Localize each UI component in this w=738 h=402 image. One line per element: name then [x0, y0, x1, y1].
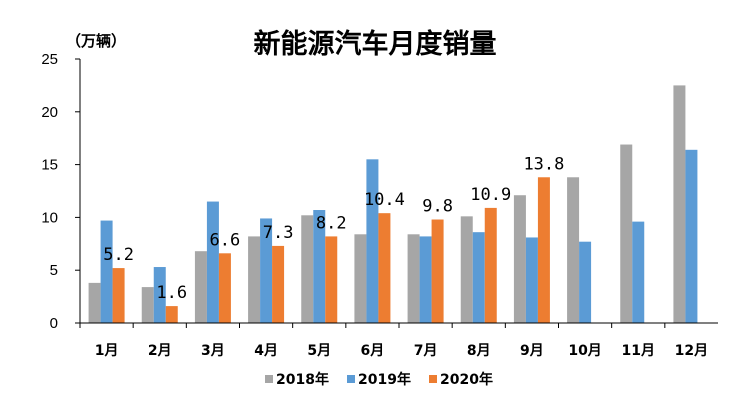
- bar-2018年-10月: [567, 177, 580, 323]
- bar-2019年-6月: [366, 159, 379, 323]
- legend: 2018年 2019年 2020年: [265, 371, 493, 388]
- y-axis-unit-label: （万辆）: [66, 32, 126, 50]
- data-label: 1.6: [156, 283, 187, 303]
- bar-2020年-4月: [272, 245, 285, 323]
- x-tick-label: 11月: [622, 343, 655, 359]
- y-tick-label: 25: [41, 51, 58, 68]
- bar-2018年-8月: [460, 216, 473, 323]
- data-label: 6.6: [210, 230, 241, 250]
- bars: [88, 85, 698, 324]
- x-tick-label: 12月: [675, 343, 708, 359]
- legend-swatch-2018年: [265, 375, 273, 383]
- data-label: 10.4: [364, 190, 405, 210]
- chart-title: 新能源汽车月度销量: [254, 28, 497, 60]
- bar-2018年-11月: [620, 144, 633, 323]
- bar-2020年-6月: [378, 213, 391, 323]
- data-label: 8.2: [316, 213, 347, 233]
- bar-2020年-5月: [325, 236, 338, 323]
- bar-2019年-1月: [100, 220, 113, 323]
- bar-2020年-8月: [484, 207, 497, 323]
- legend-label: 2018年: [276, 371, 329, 388]
- bar-2019年-12月: [685, 149, 698, 323]
- x-tick-label: 1月: [95, 343, 119, 359]
- bar-2020年-3月: [218, 253, 231, 323]
- legend-swatch-2019年: [347, 375, 355, 383]
- bar-2018年-2月: [141, 287, 154, 323]
- bar-2018年-3月: [194, 251, 207, 323]
- x-tick-label: 10月: [568, 343, 601, 359]
- data-label: 5.2: [103, 245, 134, 265]
- data-labels: 5.2 1.6 6.6 7.3 8.2 10.4 9.8 10.9 13.8: [103, 154, 564, 303]
- x-tick-label: 6月: [361, 343, 385, 359]
- bar-2018年-9月: [513, 195, 526, 323]
- bar-2020年-9月: [537, 177, 550, 323]
- x-axis-ticks: 1月 2月 3月 4月 5月 6月 7月 8月 9月 10月 11月 12月: [79, 323, 708, 359]
- x-tick-label: 7月: [414, 343, 438, 359]
- x-tick-label: 8月: [467, 343, 491, 359]
- y-tick-label: 15: [41, 157, 58, 174]
- bar-2019年-8月: [472, 232, 485, 323]
- x-tick-label: 4月: [254, 343, 278, 359]
- bar-2018年-1月: [88, 282, 101, 323]
- x-tick-label: 9月: [520, 343, 544, 359]
- bar-2020年-2月: [165, 306, 178, 323]
- legend-label: 2019年: [358, 371, 411, 388]
- y-tick-label: 5: [50, 262, 58, 279]
- bar-2018年-5月: [301, 215, 314, 323]
- data-label: 10.9: [470, 185, 511, 205]
- bar-2019年-5月: [313, 210, 326, 323]
- bar-2018年-4月: [248, 236, 261, 323]
- y-tick-label: 0: [50, 315, 58, 332]
- data-label: 13.8: [523, 154, 564, 174]
- data-label: 7.3: [263, 223, 294, 243]
- bar-2019年-4月: [260, 218, 273, 323]
- x-tick-label: 3月: [201, 343, 225, 359]
- bar-2018年-12月: [673, 85, 686, 324]
- y-tick-label: 20: [41, 104, 58, 121]
- bar-2018年-7月: [407, 234, 420, 323]
- bar-2018年-6月: [354, 234, 367, 323]
- bar-2019年-7月: [419, 236, 432, 323]
- bar-2019年-11月: [632, 221, 645, 323]
- legend-swatch-2020年: [429, 375, 437, 383]
- data-label: 9.8: [422, 197, 453, 217]
- bar-2019年-9月: [525, 237, 538, 323]
- bar-2020年-7月: [431, 219, 444, 323]
- x-tick-label: 5月: [307, 343, 331, 359]
- bar-2020年-1月: [112, 268, 125, 323]
- y-axis-ticks: 0 5 10 15 20 25: [41, 51, 80, 332]
- bar-2019年-2月: [153, 267, 166, 323]
- legend-label: 2020年: [440, 371, 493, 388]
- bar-2019年-10月: [579, 241, 592, 323]
- y-tick-label: 10: [41, 209, 58, 226]
- bar-2019年-3月: [206, 201, 219, 323]
- x-tick-label: 2月: [148, 343, 172, 359]
